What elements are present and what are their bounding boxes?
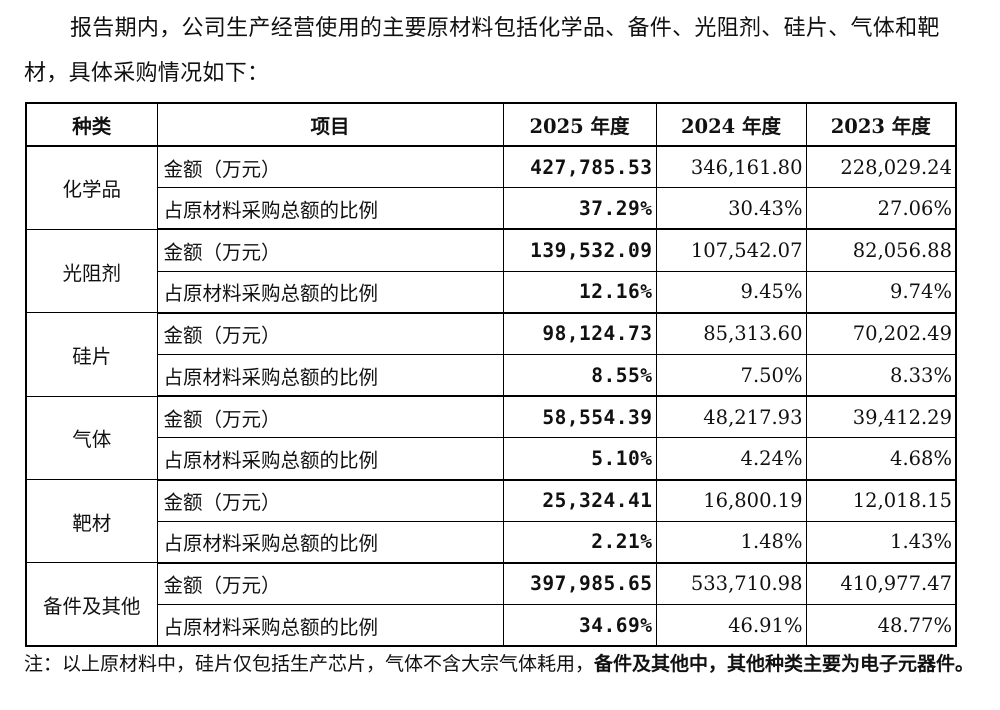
ratio-cell: 5.10%: [502, 437, 657, 481]
amount-cell: 16,800.19: [655, 479, 807, 522]
amount-cell: 98,124.73: [502, 312, 657, 355]
amount-cell: 410,977.47: [805, 562, 957, 606]
item-ratio-cell: 占原材料采购总额的比例: [156, 520, 504, 564]
item-amount-cell: 金额（万元）: [156, 562, 504, 606]
ratio-cell: 4.24%: [655, 437, 807, 481]
ratio-cell: 37.29%: [502, 187, 657, 231]
ratio-cell: 2.21%: [502, 520, 657, 564]
footnote-bold: 备件及其他中，其他种类主要为电子元器件。: [594, 653, 975, 675]
ratio-cell: 9.74%: [805, 270, 957, 314]
category-cell: 硅片: [25, 312, 158, 397]
ratio-cell: 30.43%: [655, 187, 807, 231]
amount-cell: 397,985.65: [502, 562, 657, 606]
ratio-cell: 1.48%: [655, 520, 807, 564]
amount-cell: 25,324.41: [502, 479, 657, 522]
amount-cell: 346,161.80: [655, 145, 807, 189]
table-row: 化学品 金额（万元） 427,785.53 346,161.80 228,029.24: [25, 145, 957, 230]
item-ratio-cell: 占原材料采购总额的比例: [156, 604, 504, 648]
raw-material-purchase-table: 种类 项目 2025 年度 2024 年度 2023 年度 化学品 金额（万元） 4…: [25, 102, 957, 648]
intro-paragraph: 报告期内，公司生产经营使用的主要原材料包括化学品、备件、光阻剂、硅片、气体和靶材…: [24, 16, 940, 86]
table-header-row: 种类 项目 2025 年度 2024 年度 2023 年度: [25, 102, 957, 147]
item-ratio-cell: 占原材料采购总额的比例: [156, 437, 504, 481]
table-row: 占原材料采购总额的比例 5.10% 4.24% 4.68%: [26, 437, 957, 481]
ratio-cell: 4.68%: [805, 437, 957, 481]
table-row: 占原材料采购总额的比例 2.21% 1.48% 1.43%: [26, 520, 957, 564]
ratio-cell: 34.69%: [502, 604, 657, 648]
item-ratio-cell: 占原材料采购总额的比例: [156, 353, 504, 398]
amount-cell: 39,412.29: [805, 395, 957, 439]
category-cell: 备件及其他: [25, 562, 158, 647]
ratio-cell: 46.91%: [655, 604, 807, 648]
item-amount-cell: 金额（万元）: [156, 145, 504, 189]
item-amount-cell: 金额（万元）: [156, 228, 504, 272]
ratio-cell: 8.55%: [502, 353, 657, 398]
amount-cell: 139,532.09: [502, 228, 657, 272]
table-row: 占原材料采购总额的比例 37.29% 30.43% 27.06%: [26, 187, 957, 231]
item-ratio-cell: 占原材料采购总额的比例: [156, 270, 504, 314]
table-row: 占原材料采购总额的比例 8.55% 7.50% 8.33%: [26, 353, 957, 398]
amount-cell: 48,217.93: [655, 395, 807, 439]
table-row: 气体 金额（万元） 58,554.39 48,217.93 39,412.29: [25, 395, 957, 481]
table-row: 靶材 金额（万元） 25,324.41 16,800.19 12,018.15: [25, 478, 957, 564]
item-amount-cell: 金额（万元）: [156, 395, 504, 439]
category-cell: 气体: [25, 395, 158, 481]
item-amount-cell: 金额（万元）: [156, 479, 504, 522]
item-ratio-cell: 占原材料采购总额的比例: [156, 187, 504, 231]
amount-cell: 427,785.53: [502, 145, 657, 189]
header-2023: 2023 年度: [805, 102, 957, 147]
header-2024: 2024 年度: [655, 102, 807, 147]
header-category: 种类: [25, 102, 158, 147]
category-cell: 化学品: [25, 145, 158, 230]
ratio-cell: 27.06%: [805, 187, 957, 231]
header-2025: 2025 年度: [502, 102, 657, 147]
table-body: 化学品 金额（万元） 427,785.53 346,161.80 228,029.24 占…: [25, 145, 957, 648]
category-cell: 靶材: [25, 478, 158, 564]
amount-cell: 85,313.60: [655, 312, 807, 355]
amount-cell: 107,542.07: [655, 228, 807, 272]
amount-cell: 228,029.24: [805, 145, 957, 189]
category-cell: 光阻剂: [25, 228, 158, 314]
footnote: 注：以上原材料中，硅片仅包括生产芯片，气体不含大宗气体耗用，备件及其他中，其他种…: [24, 648, 979, 680]
ratio-cell: 8.33%: [805, 353, 957, 398]
ratio-cell: 1.43%: [805, 520, 957, 564]
ratio-cell: 12.16%: [502, 270, 657, 314]
amount-cell: 58,554.39: [502, 395, 657, 439]
footnote-normal: 注：以上原材料中，硅片仅包括生产芯片，气体不含大宗气体耗用，: [24, 653, 595, 675]
amount-cell: 533,710.98: [655, 562, 807, 606]
amount-cell: 12,018.15: [805, 479, 957, 522]
ratio-cell: 9.45%: [655, 270, 807, 314]
amount-cell: 82,056.88: [805, 228, 957, 272]
table-row: 占原材料采购总额的比例 34.69% 46.91% 48.77%: [26, 604, 957, 648]
ratio-cell: 48.77%: [805, 604, 957, 648]
amount-cell: 70,202.49: [805, 312, 957, 355]
ratio-cell: 7.50%: [655, 353, 807, 398]
item-amount-cell: 金额（万元）: [156, 312, 504, 355]
table-row: 硅片 金额（万元） 98,124.73 85,313.60 70,202.49: [25, 312, 957, 397]
header-item: 项目: [156, 102, 504, 147]
table-row: 占原材料采购总额的比例 12.16% 9.45% 9.74%: [26, 270, 957, 314]
table-row: 备件及其他 金额（万元） 397,985.65 533,710.98 410,977.4…: [25, 562, 957, 647]
table-row: 光阻剂 金额（万元） 139,532.09 107,542.07 82,056.88: [25, 228, 957, 314]
